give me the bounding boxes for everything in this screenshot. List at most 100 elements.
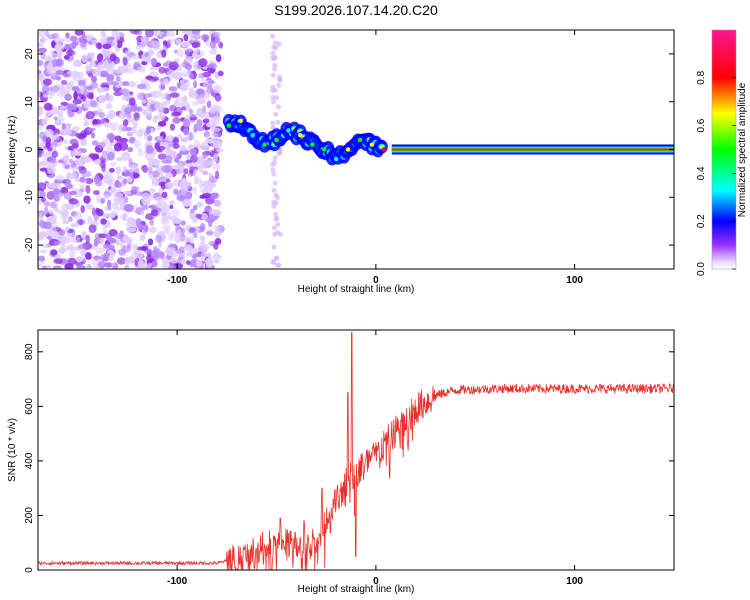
x-tick-label: 0 — [373, 275, 379, 286]
noise-blob — [83, 100, 91, 109]
noise-blob — [93, 119, 102, 125]
noise-blob — [199, 194, 207, 199]
noise-blob — [136, 83, 147, 90]
noise-blob — [199, 222, 206, 232]
noise-blob — [86, 263, 92, 269]
noise-blob — [124, 107, 133, 115]
noise-blob — [145, 30, 154, 38]
noise-blob — [213, 251, 219, 257]
colorbar-label: Normalized spectral amplitude — [737, 82, 748, 217]
noise-blob — [172, 137, 178, 143]
noise-blob — [54, 37, 64, 44]
noise-blob — [87, 57, 93, 62]
spectrogram-x-ticks: -100 0 100 — [167, 30, 583, 286]
noise-blob — [106, 144, 112, 153]
noise-blob — [188, 108, 193, 115]
noise-blob — [272, 160, 278, 166]
noise-blob — [123, 203, 134, 213]
ridge-point — [357, 137, 363, 143]
noise-blob — [215, 54, 222, 63]
noise-blob — [196, 88, 206, 98]
noise-blob — [49, 201, 58, 209]
noise-blob — [171, 231, 177, 238]
ridge-point — [250, 132, 255, 138]
ridge-point — [381, 147, 387, 152]
noise-blob — [61, 122, 66, 130]
noise-blob — [277, 74, 283, 80]
noise-blob — [52, 188, 61, 196]
noise-blob — [108, 254, 114, 262]
noise-blob — [88, 224, 97, 233]
noise-blob — [120, 151, 131, 161]
noise-blob — [202, 118, 210, 124]
noise-blob — [46, 165, 54, 175]
ridge-point — [226, 123, 231, 128]
noise-blob — [169, 204, 174, 210]
noise-blob — [102, 174, 111, 184]
noise-blob — [270, 94, 276, 100]
noise-blob — [148, 165, 153, 174]
noise-blob — [55, 209, 64, 214]
noise-blob — [121, 95, 127, 101]
noise-blob — [70, 162, 77, 168]
noise-blob — [207, 67, 216, 74]
noise-blob — [64, 164, 71, 170]
noise-blob — [38, 91, 41, 97]
noise-blob — [103, 262, 114, 268]
noise-blob — [53, 116, 58, 121]
y-tick-label: 200 — [24, 507, 35, 524]
noise-blob — [53, 258, 63, 265]
noise-blob — [183, 118, 191, 128]
noise-blob — [51, 150, 59, 158]
noise-blob — [62, 155, 70, 165]
noise-blob — [276, 151, 282, 157]
noise-blob — [172, 71, 183, 80]
x-tick-label: 100 — [566, 576, 583, 587]
noise-blob — [64, 93, 72, 102]
noise-blob — [59, 229, 66, 236]
noise-blob — [201, 170, 209, 176]
noise-blob — [275, 104, 281, 110]
noise-blob — [161, 215, 168, 223]
noise-blob — [173, 188, 179, 195]
noise-blob — [63, 73, 71, 78]
noise-blob — [42, 93, 48, 98]
noise-blob — [52, 265, 62, 269]
noise-blob — [158, 146, 166, 151]
noise-blob — [39, 191, 46, 198]
noise-blob — [73, 90, 78, 100]
x-tick-label: 0 — [373, 576, 379, 587]
noise-blob — [98, 233, 108, 239]
noise-blob — [165, 145, 172, 153]
noise-blob — [105, 103, 113, 110]
noise-blob — [273, 211, 279, 217]
noise-blob — [193, 186, 198, 195]
noise-blob — [198, 58, 208, 68]
noise-blob — [137, 261, 147, 269]
noise-blob — [39, 161, 49, 166]
noise-blob — [69, 35, 78, 42]
noise-blob — [100, 218, 107, 225]
noise-blob — [126, 228, 137, 233]
noise-blob — [215, 95, 222, 102]
noise-blob — [165, 155, 173, 164]
noise-blob — [194, 176, 199, 185]
noise-blob — [214, 105, 223, 113]
noise-blob — [84, 177, 94, 185]
noise-blob — [276, 41, 282, 47]
noise-blob — [156, 200, 163, 206]
noise-blob — [273, 192, 279, 198]
noise-blob — [81, 170, 92, 178]
noise-blob — [109, 53, 117, 62]
noise-blob — [272, 62, 278, 68]
snr-y-ticks: 0 200 400 600 800 — [24, 343, 674, 573]
ridge-point — [262, 142, 267, 147]
noise-blob — [64, 226, 69, 233]
noise-blob — [63, 54, 70, 60]
noise-blob — [198, 72, 204, 79]
noise-blob — [193, 123, 198, 133]
noise-blob — [128, 97, 136, 106]
noise-blob — [110, 81, 119, 86]
noise-blob — [51, 213, 58, 222]
noise-blob — [67, 232, 72, 238]
